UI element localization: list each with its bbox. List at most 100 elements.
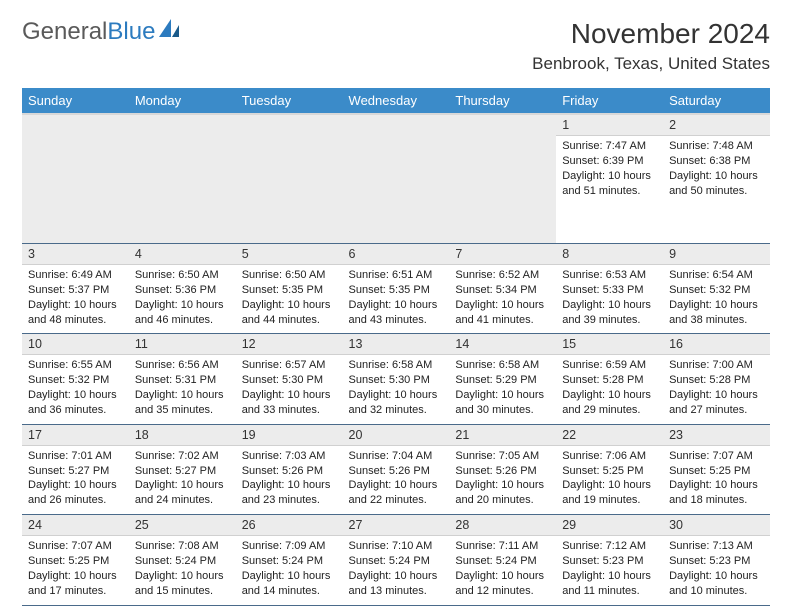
day-number: 19 — [236, 425, 343, 446]
sunset-text: Sunset: 5:24 PM — [349, 554, 444, 569]
daylight-text: Daylight: 10 hours and 41 minutes. — [455, 298, 550, 328]
sunset-text: Sunset: 5:25 PM — [562, 464, 657, 479]
day-cell: 4Sunrise: 6:50 AMSunset: 5:36 PMDaylight… — [129, 244, 236, 334]
day-number: 10 — [22, 334, 129, 355]
day-cell — [236, 114, 343, 244]
daylight-text: Daylight: 10 hours and 39 minutes. — [562, 298, 657, 328]
sunrise-text: Sunrise: 6:52 AM — [455, 268, 550, 283]
day-number: 21 — [449, 425, 556, 446]
day-cell: 16Sunrise: 7:00 AMSunset: 5:28 PMDayligh… — [663, 334, 770, 424]
day-body: Sunrise: 6:58 AMSunset: 5:30 PMDaylight:… — [343, 355, 450, 423]
col-monday: Monday — [129, 88, 236, 114]
day-number: 16 — [663, 334, 770, 355]
day-number: 24 — [22, 515, 129, 536]
daylight-text: Daylight: 10 hours and 35 minutes. — [135, 388, 230, 418]
sunset-text: Sunset: 5:30 PM — [242, 373, 337, 388]
sunrise-text: Sunrise: 7:09 AM — [242, 539, 337, 554]
daylight-text: Daylight: 10 hours and 22 minutes. — [349, 478, 444, 508]
sunset-text: Sunset: 5:33 PM — [562, 283, 657, 298]
daylight-text: Daylight: 10 hours and 19 minutes. — [562, 478, 657, 508]
day-number — [343, 115, 450, 179]
sunrise-text: Sunrise: 6:50 AM — [242, 268, 337, 283]
sunrise-text: Sunrise: 6:58 AM — [455, 358, 550, 373]
day-number: 28 — [449, 515, 556, 536]
daylight-text: Daylight: 10 hours and 32 minutes. — [349, 388, 444, 418]
day-cell: 9Sunrise: 6:54 AMSunset: 5:32 PMDaylight… — [663, 244, 770, 334]
day-body: Sunrise: 7:10 AMSunset: 5:24 PMDaylight:… — [343, 536, 450, 604]
day-body: Sunrise: 6:50 AMSunset: 5:35 PMDaylight:… — [236, 265, 343, 333]
day-body: Sunrise: 7:08 AMSunset: 5:24 PMDaylight:… — [129, 536, 236, 604]
day-body — [449, 179, 556, 243]
day-number: 23 — [663, 425, 770, 446]
day-number: 6 — [343, 244, 450, 265]
sunrise-text: Sunrise: 7:05 AM — [455, 449, 550, 464]
day-cell: 30Sunrise: 7:13 AMSunset: 5:23 PMDayligh… — [663, 515, 770, 605]
daylight-text: Daylight: 10 hours and 17 minutes. — [28, 569, 123, 599]
sunset-text: Sunset: 5:26 PM — [242, 464, 337, 479]
day-cell: 21Sunrise: 7:05 AMSunset: 5:26 PMDayligh… — [449, 424, 556, 514]
sunset-text: Sunset: 5:34 PM — [455, 283, 550, 298]
sunset-text: Sunset: 5:30 PM — [349, 373, 444, 388]
daylight-text: Daylight: 10 hours and 13 minutes. — [349, 569, 444, 599]
location: Benbrook, Texas, United States — [532, 54, 770, 74]
day-cell: 3Sunrise: 6:49 AMSunset: 5:37 PMDaylight… — [22, 244, 129, 334]
day-number: 5 — [236, 244, 343, 265]
sunrise-text: Sunrise: 6:57 AM — [242, 358, 337, 373]
sunrise-text: Sunrise: 7:10 AM — [349, 539, 444, 554]
day-body: Sunrise: 7:48 AMSunset: 6:38 PMDaylight:… — [663, 136, 770, 204]
daylight-text: Daylight: 10 hours and 46 minutes. — [135, 298, 230, 328]
day-body: Sunrise: 7:07 AMSunset: 5:25 PMDaylight:… — [22, 536, 129, 604]
day-body: Sunrise: 6:52 AMSunset: 5:34 PMDaylight:… — [449, 265, 556, 333]
day-number: 14 — [449, 334, 556, 355]
day-cell: 7Sunrise: 6:52 AMSunset: 5:34 PMDaylight… — [449, 244, 556, 334]
day-body: Sunrise: 6:59 AMSunset: 5:28 PMDaylight:… — [556, 355, 663, 423]
daylight-text: Daylight: 10 hours and 43 minutes. — [349, 298, 444, 328]
sunrise-text: Sunrise: 6:54 AM — [669, 268, 764, 283]
day-body: Sunrise: 7:01 AMSunset: 5:27 PMDaylight:… — [22, 446, 129, 514]
day-number: 22 — [556, 425, 663, 446]
sunrise-text: Sunrise: 7:01 AM — [28, 449, 123, 464]
col-saturday: Saturday — [663, 88, 770, 114]
sunrise-text: Sunrise: 6:49 AM — [28, 268, 123, 283]
day-number: 11 — [129, 334, 236, 355]
day-body — [236, 179, 343, 243]
day-number: 7 — [449, 244, 556, 265]
logo: GeneralBlue — [22, 18, 183, 46]
day-body: Sunrise: 7:04 AMSunset: 5:26 PMDaylight:… — [343, 446, 450, 514]
day-number: 4 — [129, 244, 236, 265]
sunrise-text: Sunrise: 7:00 AM — [669, 358, 764, 373]
day-body: Sunrise: 6:51 AMSunset: 5:35 PMDaylight:… — [343, 265, 450, 333]
day-number: 12 — [236, 334, 343, 355]
day-cell: 13Sunrise: 6:58 AMSunset: 5:30 PMDayligh… — [343, 334, 450, 424]
day-number: 25 — [129, 515, 236, 536]
sunrise-text: Sunrise: 6:51 AM — [349, 268, 444, 283]
sunrise-text: Sunrise: 7:07 AM — [669, 449, 764, 464]
month-title: November 2024 — [532, 18, 770, 50]
col-sunday: Sunday — [22, 88, 129, 114]
sunrise-text: Sunrise: 6:50 AM — [135, 268, 230, 283]
day-number — [236, 115, 343, 179]
sunrise-text: Sunrise: 6:59 AM — [562, 358, 657, 373]
daylight-text: Daylight: 10 hours and 29 minutes. — [562, 388, 657, 418]
daylight-text: Daylight: 10 hours and 44 minutes. — [242, 298, 337, 328]
day-cell: 8Sunrise: 6:53 AMSunset: 5:33 PMDaylight… — [556, 244, 663, 334]
col-wednesday: Wednesday — [343, 88, 450, 114]
day-number: 17 — [22, 425, 129, 446]
week-row: 24Sunrise: 7:07 AMSunset: 5:25 PMDayligh… — [22, 515, 770, 605]
daylight-text: Daylight: 10 hours and 51 minutes. — [562, 169, 657, 199]
day-body: Sunrise: 6:56 AMSunset: 5:31 PMDaylight:… — [129, 355, 236, 423]
day-number: 20 — [343, 425, 450, 446]
sunrise-text: Sunrise: 7:04 AM — [349, 449, 444, 464]
day-body: Sunrise: 7:02 AMSunset: 5:27 PMDaylight:… — [129, 446, 236, 514]
sunrise-text: Sunrise: 7:06 AM — [562, 449, 657, 464]
day-body: Sunrise: 7:06 AMSunset: 5:25 PMDaylight:… — [556, 446, 663, 514]
daylight-text: Daylight: 10 hours and 11 minutes. — [562, 569, 657, 599]
day-number: 8 — [556, 244, 663, 265]
sunset-text: Sunset: 6:39 PM — [562, 154, 657, 169]
day-number — [22, 115, 129, 179]
day-cell: 20Sunrise: 7:04 AMSunset: 5:26 PMDayligh… — [343, 424, 450, 514]
sunrise-text: Sunrise: 7:08 AM — [135, 539, 230, 554]
sunset-text: Sunset: 5:24 PM — [455, 554, 550, 569]
day-body: Sunrise: 7:03 AMSunset: 5:26 PMDaylight:… — [236, 446, 343, 514]
day-cell: 1Sunrise: 7:47 AMSunset: 6:39 PMDaylight… — [556, 114, 663, 244]
